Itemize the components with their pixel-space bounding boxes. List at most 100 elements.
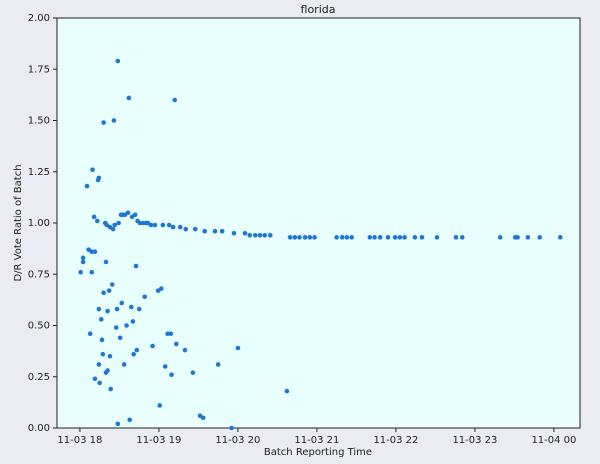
data-point bbox=[284, 388, 290, 394]
data-point bbox=[136, 306, 142, 312]
data-point bbox=[89, 249, 95, 254]
data-point bbox=[172, 97, 178, 103]
data-point bbox=[100, 351, 106, 357]
data-point bbox=[115, 58, 121, 64]
data-point bbox=[89, 269, 95, 275]
data-point bbox=[231, 230, 237, 236]
data-point bbox=[125, 210, 131, 216]
data-point bbox=[113, 325, 119, 330]
data-point bbox=[235, 345, 241, 351]
data-point bbox=[130, 319, 136, 324]
data-point bbox=[114, 306, 120, 312]
chart-title: florida bbox=[301, 3, 336, 16]
y-tick-label: 2.00 bbox=[28, 13, 50, 24]
data-point bbox=[98, 317, 104, 322]
data-point bbox=[92, 376, 98, 382]
y-tick-label: 1.00 bbox=[28, 218, 50, 229]
data-point bbox=[157, 403, 163, 408]
data-point bbox=[99, 337, 105, 343]
data-point bbox=[257, 233, 263, 238]
data-point bbox=[242, 230, 248, 236]
data-point bbox=[453, 235, 459, 240]
data-point bbox=[497, 235, 503, 240]
data-point bbox=[110, 282, 115, 287]
data-point bbox=[515, 235, 520, 240]
data-point bbox=[105, 368, 110, 373]
x-tick-label: 11-03 23 bbox=[452, 435, 497, 446]
data-point bbox=[229, 425, 234, 431]
data-point bbox=[97, 380, 102, 386]
data-point bbox=[124, 323, 129, 328]
data-point bbox=[128, 304, 134, 310]
data-point bbox=[537, 235, 543, 240]
data-point bbox=[80, 255, 86, 261]
x-tick-label: 11-03 22 bbox=[373, 435, 418, 446]
data-point bbox=[117, 335, 123, 341]
data-point bbox=[215, 362, 221, 367]
data-point bbox=[148, 222, 154, 228]
data-point bbox=[173, 341, 179, 347]
data-point bbox=[132, 212, 138, 218]
x-tick-label: 11-03 19 bbox=[136, 435, 181, 446]
data-point bbox=[190, 370, 196, 375]
data-point bbox=[140, 220, 146, 226]
data-point bbox=[372, 235, 377, 240]
data-point bbox=[142, 294, 147, 300]
data-point bbox=[262, 233, 268, 238]
data-point bbox=[385, 235, 391, 240]
data-point bbox=[434, 235, 440, 240]
data-point bbox=[412, 235, 418, 240]
data-point bbox=[212, 228, 218, 234]
data-point bbox=[127, 417, 132, 423]
data-point bbox=[103, 259, 109, 265]
data-point bbox=[134, 347, 140, 353]
data-point bbox=[150, 343, 155, 349]
data-point bbox=[101, 290, 106, 296]
data-point bbox=[111, 118, 117, 123]
data-point bbox=[349, 235, 354, 240]
data-point bbox=[177, 224, 183, 230]
data-point bbox=[160, 222, 166, 228]
data-point bbox=[252, 233, 258, 238]
x-tick-label: 11-03 21 bbox=[294, 435, 339, 446]
data-point bbox=[165, 331, 170, 337]
data-point bbox=[90, 167, 95, 172]
data-point bbox=[107, 353, 113, 359]
data-point bbox=[292, 235, 298, 240]
data-point bbox=[84, 183, 90, 189]
data-point bbox=[200, 415, 206, 421]
data-point bbox=[96, 306, 102, 312]
y-tick-label: 1.25 bbox=[28, 167, 50, 178]
data-point bbox=[166, 222, 172, 228]
data-point bbox=[344, 235, 350, 240]
data-point bbox=[339, 235, 345, 240]
data-point bbox=[96, 175, 102, 181]
data-point bbox=[137, 220, 143, 226]
data-point bbox=[367, 235, 373, 240]
data-point bbox=[92, 249, 98, 254]
data-point bbox=[110, 226, 116, 232]
data-point bbox=[131, 351, 136, 357]
data-point bbox=[219, 228, 225, 234]
data-point bbox=[302, 235, 308, 240]
data-point bbox=[108, 386, 114, 392]
data-point bbox=[115, 421, 121, 427]
y-tick-label: 1.50 bbox=[28, 116, 50, 127]
data-point bbox=[126, 95, 132, 101]
y-tick-label: 1.75 bbox=[28, 64, 50, 75]
y-axis-label: D/R Vote Ratio of Batch bbox=[13, 164, 24, 281]
data-point bbox=[287, 235, 293, 240]
data-point bbox=[80, 259, 86, 265]
data-point bbox=[312, 235, 317, 240]
data-point bbox=[152, 222, 158, 228]
data-point bbox=[158, 286, 164, 291]
y-tick-label: 0.00 bbox=[28, 423, 50, 434]
data-point bbox=[268, 233, 273, 238]
data-point bbox=[557, 235, 563, 240]
data-point bbox=[105, 308, 110, 314]
data-point bbox=[78, 269, 84, 275]
data-point bbox=[192, 226, 198, 232]
data-point bbox=[183, 226, 189, 232]
data-point bbox=[121, 362, 127, 367]
